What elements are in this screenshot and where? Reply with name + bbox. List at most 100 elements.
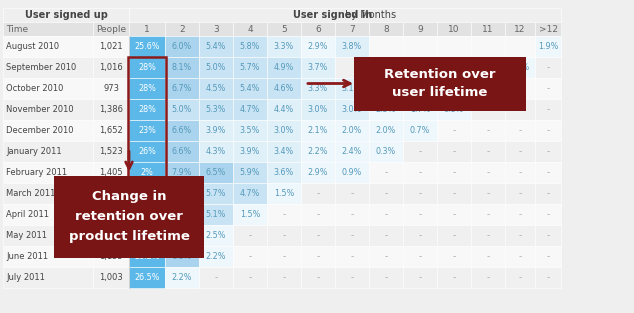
Text: -: - — [384, 189, 387, 198]
Bar — [403, 78, 437, 99]
Text: 3.5%: 3.5% — [240, 126, 260, 135]
Text: user lifetime: user lifetime — [392, 86, 488, 99]
Bar — [335, 204, 369, 225]
Text: 1,016: 1,016 — [99, 63, 123, 72]
Bar — [165, 246, 199, 267]
Text: -: - — [547, 105, 550, 114]
Text: -: - — [486, 126, 489, 135]
Bar — [335, 22, 369, 36]
Text: -: - — [418, 210, 422, 219]
Bar — [437, 183, 471, 204]
Text: 28%: 28% — [138, 63, 156, 72]
Bar — [437, 162, 471, 183]
Bar — [403, 162, 437, 183]
Text: 7.2%: 7.2% — [172, 189, 192, 198]
Bar — [505, 141, 535, 162]
Text: 4.4%: 4.4% — [274, 105, 294, 114]
Bar — [199, 204, 233, 225]
Bar — [165, 141, 199, 162]
Text: -: - — [418, 147, 422, 156]
Bar — [301, 246, 335, 267]
Text: -: - — [453, 231, 456, 240]
Text: 10: 10 — [448, 24, 460, 33]
Bar — [93, 99, 129, 120]
Bar — [93, 267, 129, 288]
FancyBboxPatch shape — [54, 176, 204, 258]
Text: -: - — [547, 273, 550, 282]
Text: 9: 9 — [417, 24, 423, 33]
Bar — [471, 36, 505, 57]
Text: -: - — [316, 252, 320, 261]
Text: -: - — [418, 252, 422, 261]
Text: -: - — [418, 231, 422, 240]
Text: 1.9%: 1.9% — [538, 42, 558, 51]
Bar — [93, 36, 129, 57]
Text: -: - — [547, 252, 550, 261]
Text: 2.5%: 2.5% — [206, 231, 226, 240]
Text: 3.7%: 3.7% — [308, 63, 328, 72]
Text: 1: 1 — [144, 24, 150, 33]
Bar — [335, 57, 369, 78]
Text: 28%: 28% — [138, 84, 156, 93]
Text: 1,155: 1,155 — [99, 252, 123, 261]
Text: User signed in: User signed in — [293, 10, 372, 20]
Bar — [267, 204, 301, 225]
Text: 5.3%: 5.3% — [206, 105, 226, 114]
Bar — [505, 99, 535, 120]
Text: 5.7%: 5.7% — [206, 189, 226, 198]
Bar — [3, 78, 93, 99]
Bar — [335, 141, 369, 162]
Bar — [471, 225, 505, 246]
Text: -: - — [384, 252, 387, 261]
Bar — [471, 246, 505, 267]
Text: retention over: retention over — [75, 210, 183, 223]
Text: 25.6%: 25.6% — [134, 42, 160, 51]
Text: -: - — [519, 168, 522, 177]
Text: 3.0%: 3.0% — [274, 126, 294, 135]
Text: December 2010: December 2010 — [6, 126, 74, 135]
Text: -: - — [384, 273, 387, 282]
Text: -: - — [453, 147, 456, 156]
Bar — [233, 225, 267, 246]
Text: 26%: 26% — [138, 147, 156, 156]
Text: 26.5%: 26.5% — [134, 273, 160, 282]
Text: October 2010: October 2010 — [6, 84, 63, 93]
Bar — [437, 36, 471, 57]
Bar — [301, 162, 335, 183]
Text: -: - — [519, 189, 522, 198]
Bar — [335, 120, 369, 141]
Bar — [471, 22, 505, 36]
Bar — [128, 57, 166, 183]
Bar — [267, 57, 301, 78]
Text: -: - — [351, 252, 354, 261]
Bar — [535, 267, 561, 288]
Text: 4.5%: 4.5% — [206, 84, 226, 93]
Bar — [437, 246, 471, 267]
Text: >12: >12 — [538, 24, 557, 33]
Bar — [369, 120, 403, 141]
Bar — [165, 162, 199, 183]
Bar — [199, 183, 233, 204]
Bar — [165, 204, 199, 225]
Bar — [93, 225, 129, 246]
Text: -: - — [547, 168, 550, 177]
Text: -: - — [547, 63, 550, 72]
Text: -: - — [486, 273, 489, 282]
Bar — [199, 99, 233, 120]
Bar — [199, 78, 233, 99]
Text: 0.7%: 0.7% — [410, 126, 430, 135]
Bar — [301, 204, 335, 225]
Text: 6: 6 — [315, 24, 321, 33]
Text: -: - — [547, 189, 550, 198]
Bar — [3, 57, 93, 78]
Text: 6.6%: 6.6% — [172, 126, 192, 135]
Text: 4.6%: 4.6% — [274, 84, 294, 93]
Bar — [369, 204, 403, 225]
Bar — [199, 246, 233, 267]
Text: -: - — [519, 126, 522, 135]
Bar — [233, 267, 267, 288]
Text: 1.7%: 1.7% — [410, 105, 430, 114]
Text: 3.6%: 3.6% — [274, 168, 294, 177]
Bar — [335, 225, 369, 246]
Text: User signed up: User signed up — [25, 10, 107, 20]
